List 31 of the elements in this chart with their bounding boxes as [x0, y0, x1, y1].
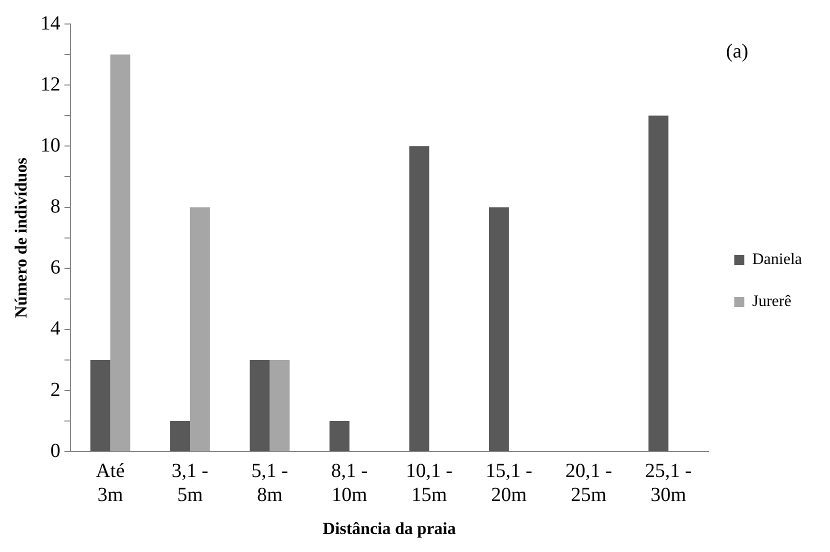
bar — [90, 360, 110, 452]
bar — [330, 421, 350, 452]
bar — [488, 207, 509, 452]
bar — [409, 146, 430, 452]
x-tick-label: 15,1 - 20m — [486, 460, 532, 506]
bar — [648, 116, 668, 452]
y-tick-label: 12 — [40, 73, 60, 96]
x-tick-label: Até 3m — [96, 460, 125, 506]
y-tick-label: 4 — [50, 318, 60, 340]
y-tick-label: 2 — [50, 378, 60, 401]
bar — [170, 421, 190, 452]
x-tick-label: 25,1 - 30m — [645, 460, 692, 506]
x-tick-label: 20,1 - 25m — [565, 460, 612, 506]
x-tick-label: 3,1 - 5m — [172, 460, 208, 506]
y-tick-label: 14 — [40, 12, 60, 34]
y-axis-title: Número de indivíduos — [12, 157, 31, 318]
y-tick-label: 0 — [50, 440, 60, 462]
x-tick-label: 10,1 - 15m — [406, 460, 453, 506]
bar — [110, 54, 130, 452]
bar — [190, 207, 210, 452]
x-tick-label: 8,1 - 10m — [331, 460, 368, 506]
legend-label: Daniela — [752, 251, 802, 268]
y-tick-label: 10 — [40, 134, 60, 156]
x-tick-label: 5,1 - 8m — [251, 460, 288, 506]
y-tick-label: 8 — [50, 196, 60, 218]
text: (a) — [726, 40, 748, 62]
x-axis-title: Distância da praia — [322, 519, 456, 538]
bar — [270, 360, 290, 452]
legend-label: Jurerê — [752, 293, 792, 310]
y-tick-label: 6 — [50, 256, 60, 279]
bar — [250, 360, 270, 452]
